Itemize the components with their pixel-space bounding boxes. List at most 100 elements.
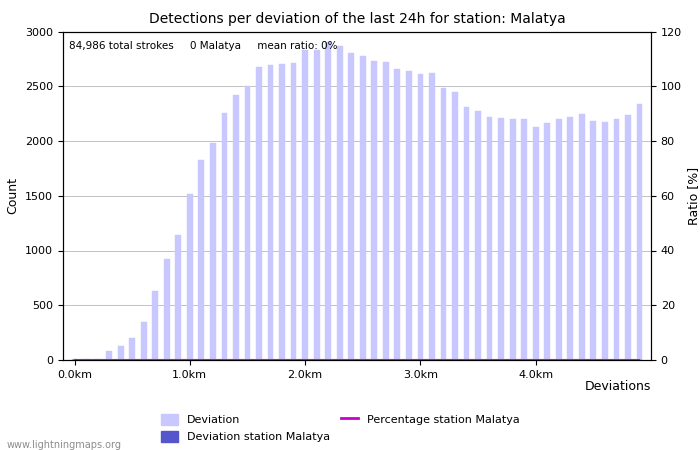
Bar — [187, 194, 192, 360]
Percentage station Malatya — [186, 357, 194, 363]
Percentage station Malatya — [335, 357, 344, 363]
Bar — [118, 346, 123, 360]
Percentage station Malatya — [244, 357, 252, 363]
Bar — [372, 61, 377, 360]
Percentage station Malatya — [382, 357, 390, 363]
Percentage station Malatya — [578, 357, 586, 363]
Y-axis label: Count: Count — [6, 177, 20, 214]
Percentage station Malatya — [255, 357, 263, 363]
Bar — [545, 123, 550, 360]
Percentage station Malatya — [520, 357, 528, 363]
Percentage station Malatya — [451, 357, 459, 363]
Percentage station Malatya — [589, 357, 598, 363]
Bar — [417, 74, 424, 360]
Bar — [510, 119, 515, 360]
Percentage station Malatya — [82, 357, 90, 363]
Bar — [602, 122, 608, 360]
Percentage station Malatya — [324, 357, 332, 363]
Y-axis label: Ratio [%]: Ratio [%] — [687, 166, 700, 225]
Text: 84,986 total strokes     0 Malatya     mean ratio: 0%: 84,986 total strokes 0 Malatya mean rati… — [69, 41, 337, 51]
Title: Detections per deviation of the last 24h for station: Malatya: Detections per deviation of the last 24h… — [148, 12, 566, 26]
Bar — [360, 56, 365, 360]
Percentage station Malatya — [266, 357, 274, 363]
Bar — [440, 89, 447, 360]
Percentage station Malatya — [289, 357, 298, 363]
Percentage station Malatya — [278, 357, 286, 363]
Percentage station Malatya — [636, 357, 644, 363]
Bar — [579, 113, 584, 360]
Percentage station Malatya — [474, 357, 482, 363]
Bar — [279, 64, 285, 360]
Percentage station Malatya — [232, 357, 240, 363]
Bar — [486, 117, 493, 360]
Percentage station Malatya — [554, 357, 563, 363]
Percentage station Malatya — [543, 357, 552, 363]
Bar — [636, 104, 643, 360]
Percentage station Malatya — [370, 357, 379, 363]
Percentage station Malatya — [301, 357, 309, 363]
Bar — [130, 338, 135, 360]
Bar — [326, 42, 331, 360]
Text: www.lightningmaps.org: www.lightningmaps.org — [7, 440, 122, 450]
Percentage station Malatya — [128, 357, 136, 363]
Percentage station Malatya — [485, 357, 494, 363]
Legend: Deviation, Deviation station Malatya, Percentage station Malatya: Deviation, Deviation station Malatya, Pe… — [157, 409, 524, 446]
Bar — [349, 54, 354, 360]
Bar — [625, 115, 631, 360]
Bar — [176, 235, 181, 360]
Percentage station Malatya — [428, 357, 436, 363]
Bar — [522, 119, 527, 360]
Bar — [233, 95, 239, 360]
Bar — [568, 117, 573, 360]
Bar — [613, 119, 620, 360]
Bar — [244, 86, 251, 360]
Bar — [256, 67, 262, 360]
Bar — [395, 69, 400, 360]
Bar — [267, 65, 274, 360]
Percentage station Malatya — [312, 357, 321, 363]
Bar — [463, 107, 470, 360]
Bar — [383, 62, 389, 360]
Percentage station Malatya — [405, 357, 413, 363]
Bar — [106, 351, 112, 360]
Percentage station Malatya — [612, 357, 621, 363]
Bar — [429, 73, 435, 360]
Percentage station Malatya — [416, 357, 425, 363]
Percentage station Malatya — [347, 357, 356, 363]
Bar — [533, 127, 538, 360]
Percentage station Malatya — [440, 357, 448, 363]
Bar — [498, 118, 504, 360]
Bar — [406, 71, 412, 360]
Bar — [337, 46, 342, 360]
Percentage station Malatya — [93, 357, 102, 363]
Bar — [141, 322, 146, 360]
Percentage station Malatya — [105, 357, 113, 363]
Bar — [556, 119, 561, 360]
Percentage station Malatya — [116, 357, 125, 363]
Percentage station Malatya — [624, 357, 632, 363]
Percentage station Malatya — [566, 357, 575, 363]
Bar — [314, 50, 319, 360]
Percentage station Malatya — [531, 357, 540, 363]
Percentage station Malatya — [497, 357, 505, 363]
Percentage station Malatya — [601, 357, 609, 363]
Bar — [199, 160, 204, 360]
Percentage station Malatya — [209, 357, 217, 363]
Percentage station Malatya — [174, 357, 183, 363]
Percentage station Malatya — [139, 357, 148, 363]
Bar — [164, 259, 169, 360]
Percentage station Malatya — [508, 357, 517, 363]
Bar — [153, 291, 158, 360]
Percentage station Malatya — [220, 357, 229, 363]
Percentage station Malatya — [197, 357, 206, 363]
Percentage station Malatya — [358, 357, 367, 363]
Bar — [475, 112, 481, 360]
Bar — [452, 92, 458, 360]
Percentage station Malatya — [151, 357, 160, 363]
Bar — [302, 50, 308, 360]
Percentage station Malatya — [462, 357, 470, 363]
Text: Deviations: Deviations — [584, 380, 651, 393]
Bar — [290, 63, 297, 360]
Bar — [210, 143, 216, 360]
Percentage station Malatya — [393, 357, 402, 363]
